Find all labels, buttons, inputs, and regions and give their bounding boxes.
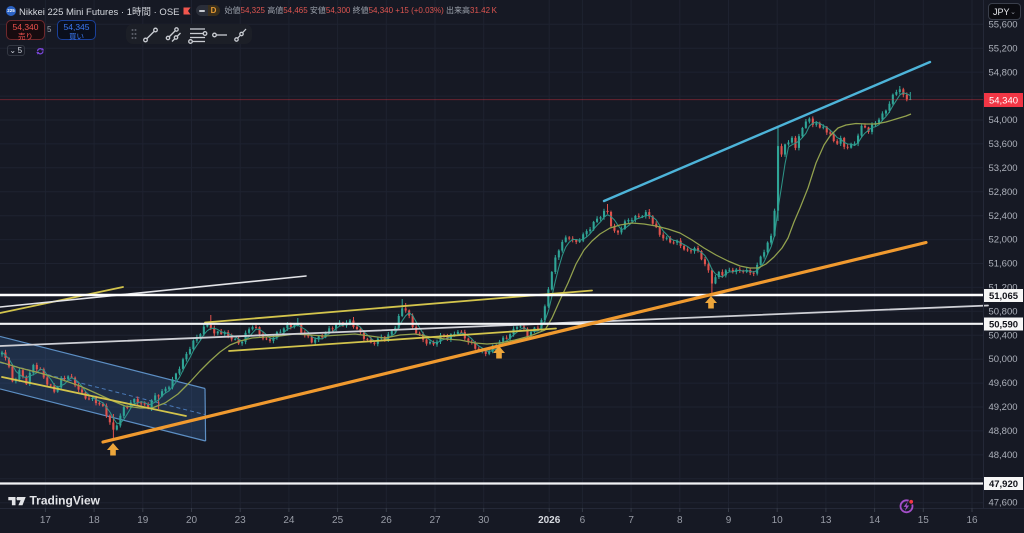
svg-text:55,600: 55,600 bbox=[988, 20, 1017, 31]
svg-text:15: 15 bbox=[918, 515, 930, 526]
svg-text:54,000: 54,000 bbox=[988, 115, 1017, 126]
svg-text:51,065: 51,065 bbox=[989, 291, 1019, 302]
svg-text:48,400: 48,400 bbox=[988, 450, 1017, 461]
svg-text:16: 16 bbox=[966, 515, 978, 526]
svg-text:51,600: 51,600 bbox=[988, 259, 1017, 270]
svg-text:51,200: 51,200 bbox=[988, 283, 1017, 294]
svg-text:49,600: 49,600 bbox=[988, 378, 1017, 389]
svg-text:50,400: 50,400 bbox=[988, 330, 1017, 341]
svg-text:13: 13 bbox=[820, 515, 832, 526]
svg-text:2026: 2026 bbox=[538, 515, 561, 526]
svg-text:TradingView: TradingView bbox=[30, 494, 101, 508]
svg-text:48,800: 48,800 bbox=[988, 426, 1017, 437]
svg-text:19: 19 bbox=[137, 515, 149, 526]
svg-text:6: 6 bbox=[580, 515, 586, 526]
svg-text:17: 17 bbox=[40, 515, 52, 526]
svg-text:52,800: 52,800 bbox=[988, 187, 1017, 198]
svg-text:9: 9 bbox=[726, 515, 732, 526]
svg-text:8: 8 bbox=[677, 515, 683, 526]
svg-text:18: 18 bbox=[89, 515, 101, 526]
svg-text:26: 26 bbox=[381, 515, 393, 526]
svg-text:55,200: 55,200 bbox=[988, 43, 1017, 54]
svg-text:20: 20 bbox=[186, 515, 198, 526]
svg-text:47,920: 47,920 bbox=[989, 479, 1018, 490]
svg-text:54,340: 54,340 bbox=[989, 96, 1018, 107]
svg-text:49,200: 49,200 bbox=[988, 402, 1017, 413]
svg-text:10: 10 bbox=[772, 515, 784, 526]
svg-text:53,600: 53,600 bbox=[988, 139, 1017, 150]
svg-text:23: 23 bbox=[235, 515, 247, 526]
svg-text:52,000: 52,000 bbox=[988, 235, 1017, 246]
svg-text:24: 24 bbox=[283, 515, 295, 526]
svg-text:27: 27 bbox=[429, 515, 441, 526]
svg-text:25: 25 bbox=[332, 515, 344, 526]
svg-text:47,600: 47,600 bbox=[988, 498, 1017, 509]
svg-text:50,590: 50,590 bbox=[989, 320, 1018, 331]
svg-text:14: 14 bbox=[869, 515, 881, 526]
svg-text:30: 30 bbox=[478, 515, 490, 526]
svg-text:50,000: 50,000 bbox=[988, 354, 1017, 365]
svg-text:53,200: 53,200 bbox=[988, 163, 1017, 174]
svg-text:7: 7 bbox=[628, 515, 634, 526]
svg-text:54,800: 54,800 bbox=[988, 67, 1017, 78]
svg-text:50,800: 50,800 bbox=[988, 306, 1017, 317]
svg-text:52,400: 52,400 bbox=[988, 211, 1017, 222]
